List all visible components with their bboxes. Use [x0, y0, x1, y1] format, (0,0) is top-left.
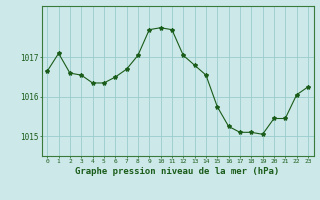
X-axis label: Graphe pression niveau de la mer (hPa): Graphe pression niveau de la mer (hPa)	[76, 167, 280, 176]
